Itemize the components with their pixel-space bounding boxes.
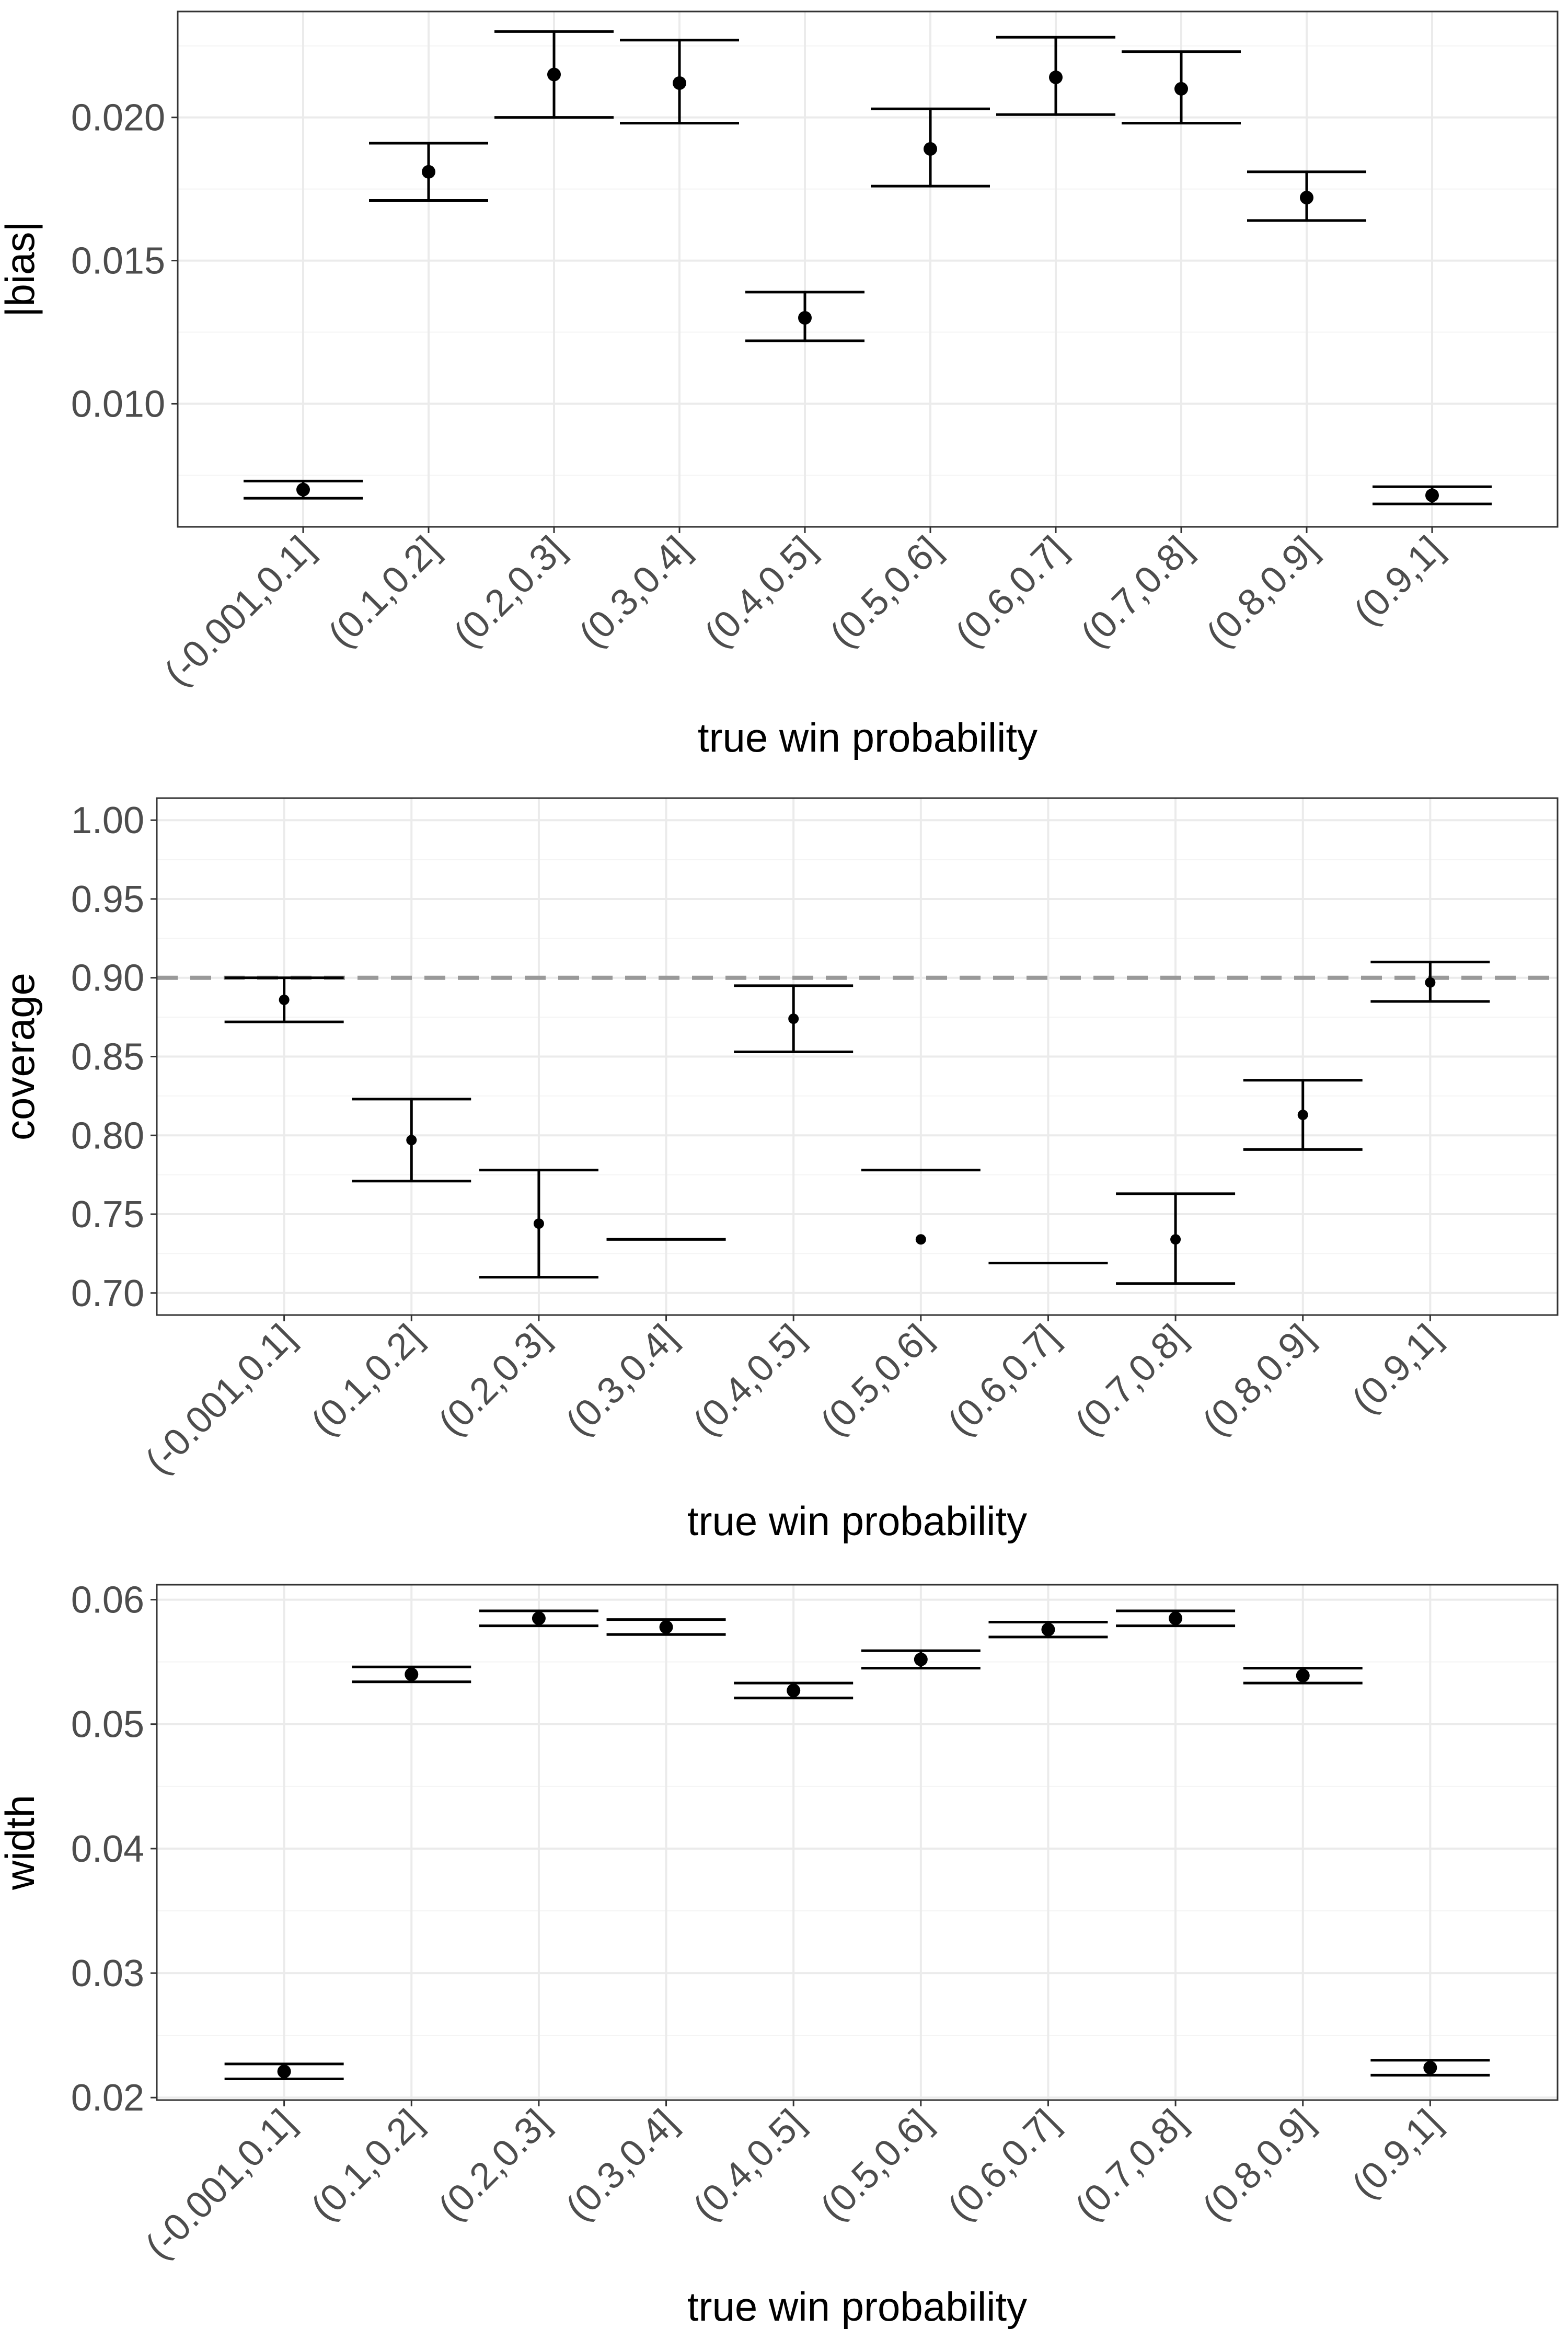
x-tick-label: (0.2,0.3] xyxy=(431,2102,558,2229)
x-tick-label: (0.9,1] xyxy=(1344,2102,1449,2207)
y-tick-label: 0.02 xyxy=(71,2077,144,2119)
data-point xyxy=(279,994,290,1005)
data-point xyxy=(533,1218,544,1229)
y-tick-label: 0.80 xyxy=(71,1115,144,1157)
data-point xyxy=(405,1667,419,1681)
y-tick-label: 0.06 xyxy=(71,1579,144,1621)
panel-border xyxy=(156,797,1559,1316)
data-point xyxy=(1425,977,1436,988)
y-tick-label: 0.90 xyxy=(71,958,144,999)
x-tick-label: (0.6,0.7] xyxy=(940,1317,1067,1444)
data-point xyxy=(1297,1110,1308,1121)
data-point xyxy=(673,76,686,90)
data-point xyxy=(1174,82,1188,96)
y-tick-label: 0.85 xyxy=(71,1036,144,1078)
y-tick-label: 0.05 xyxy=(71,1704,144,1746)
x-tick-label: (0.9,1] xyxy=(1344,1317,1449,1422)
panel-bias: 0.010 0.015 0.020 (-0.001,0.1](0.1,0.2](0.2… xyxy=(0,10,1559,760)
y-tick-label: 1.00 xyxy=(71,800,144,841)
data-point xyxy=(1049,70,1063,84)
data-point xyxy=(915,1234,926,1245)
data-point xyxy=(1300,191,1313,205)
panel-border xyxy=(156,1584,1559,2101)
x-axis-title: true win probability xyxy=(687,2284,1027,2330)
y-axis-title: coverage xyxy=(0,973,43,1140)
x-axis-title: true win probability xyxy=(687,1498,1027,1544)
x-tick-label: (0.6,0.7] xyxy=(948,528,1075,655)
y-tick-label: 0.010 xyxy=(71,383,165,425)
x-tick-label: (0.3,0.4] xyxy=(571,528,698,655)
y-axis-title: width xyxy=(0,1795,43,1890)
data-point xyxy=(1296,1668,1310,1682)
y-tick-label: 0.015 xyxy=(71,240,165,282)
data-point xyxy=(1169,1611,1183,1625)
x-axis-title: true win probability xyxy=(698,714,1037,760)
x-tick-label: (0.8,0.9] xyxy=(1198,528,1325,655)
x-tick-label: (0.8,0.9] xyxy=(1195,1317,1322,1444)
y-tick-label: 0.95 xyxy=(71,879,144,920)
x-tick-label: (-0.001,0.1] xyxy=(137,2102,303,2267)
panel-coverage: 0.70 0.75 0.80 0.85 0.90 0.95 1.00 (-0.001,0.1]… xyxy=(0,797,1559,1544)
data-point xyxy=(787,1684,801,1698)
x-tick-label: (0.7,0.8] xyxy=(1067,1317,1194,1444)
x-tick-label: (0.6,0.7] xyxy=(940,2102,1067,2229)
panel-border xyxy=(177,10,1559,528)
x-tick-label: (0.4,0.5] xyxy=(697,528,824,655)
data-point xyxy=(532,1611,546,1625)
data-point xyxy=(422,165,435,179)
x-tick-label: (0.4,0.5] xyxy=(685,1317,812,1444)
panel-width: 0.02 0.03 0.04 0.05 0.06 (-0.001,0.1] (0.1,0.2… xyxy=(0,1579,1559,2330)
x-tick-label: (0.7,0.8] xyxy=(1073,528,1200,655)
data-point xyxy=(798,311,812,325)
x-tick-label: (0.7,0.8] xyxy=(1067,2102,1194,2229)
data-point xyxy=(547,67,561,82)
data-point xyxy=(1170,1234,1181,1245)
y-axis-title: |bias| xyxy=(0,221,43,317)
data-point xyxy=(924,142,937,156)
x-tick-label: (0.4,0.5] xyxy=(685,2102,812,2229)
x-tick-label: (0.9,1] xyxy=(1346,528,1451,633)
x-tick-label: (-0.001,0.1] xyxy=(137,1317,303,1482)
y-tick-label: 0.020 xyxy=(71,97,165,139)
x-tick-label: (0.5,0.6] xyxy=(813,2102,940,2229)
data-point xyxy=(914,1652,928,1666)
x-tick-label: (0.3,0.4] xyxy=(558,2102,685,2229)
data-point xyxy=(296,482,310,497)
data-point xyxy=(1423,2061,1437,2075)
x-tick-label: (0.1,0.2] xyxy=(303,2102,430,2229)
data-point xyxy=(277,2065,291,2079)
x-tick-label: (0.3,0.4] xyxy=(558,1317,685,1444)
y-tick-label: 0.03 xyxy=(71,1953,144,1994)
x-tick-label: (0.8,0.9] xyxy=(1195,2102,1322,2229)
data-point xyxy=(788,1013,799,1024)
y-tick-label: 0.75 xyxy=(71,1194,144,1236)
x-tick-label: (0.2,0.3] xyxy=(431,1317,558,1444)
data-point xyxy=(406,1135,417,1146)
x-tick-label: (0.1,0.2] xyxy=(303,1317,430,1444)
x-tick-label: (0.1,0.2] xyxy=(320,528,447,655)
x-tick-label: (0.2,0.3] xyxy=(446,528,573,655)
y-tick-label: 0.04 xyxy=(71,1828,144,1870)
x-tick-label: (0.5,0.6] xyxy=(822,528,949,655)
data-point xyxy=(1425,488,1439,502)
data-point xyxy=(1041,1622,1055,1636)
data-point xyxy=(659,1620,673,1634)
x-tick-label: (-0.001,0.1] xyxy=(156,528,322,694)
x-tick-label: (0.5,0.6] xyxy=(813,1317,940,1444)
y-tick-label: 0.70 xyxy=(71,1273,144,1315)
